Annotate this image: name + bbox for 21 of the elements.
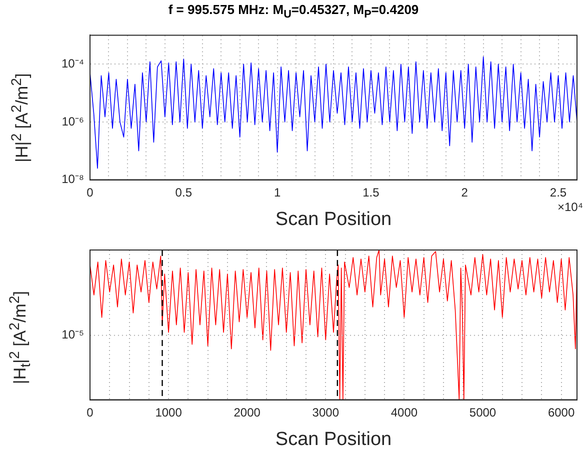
x-axis-title: Scan Position	[275, 428, 392, 450]
x-tick-label: 4000	[390, 405, 418, 420]
x-tick-label: 0	[86, 185, 94, 200]
chart-title: f = 995.575 MHz: M$_{U}$=0.45327, M$_{P}$=0.4209	[167, 2, 420, 21]
x-axis-title: Scan Position	[275, 208, 392, 230]
ref-line-label: 10⁻⁵	[62, 328, 84, 342]
x-tick-label: 1000	[155, 405, 182, 420]
x-tick-label: 0	[86, 405, 94, 420]
x-tick-label: 6000	[548, 405, 575, 420]
x-tick-label: 2000	[234, 405, 261, 420]
y-tick-label: 10⁻⁸	[62, 172, 84, 186]
x-tick-label: 5000	[469, 405, 496, 420]
y-tick-label: 10⁻⁴	[61, 56, 84, 70]
x-tick-label: 1	[274, 185, 281, 200]
x-tick-label: 1.5	[362, 185, 380, 200]
x-tick-label: 2.5	[550, 185, 567, 200]
x-tick-label: 0.5	[175, 185, 192, 200]
text: ×10⁴	[557, 200, 583, 214]
x-tick-label: 3000	[312, 405, 340, 420]
x-tick-label: 2	[461, 185, 468, 200]
y-tick-label: 10⁻⁶	[62, 114, 84, 128]
